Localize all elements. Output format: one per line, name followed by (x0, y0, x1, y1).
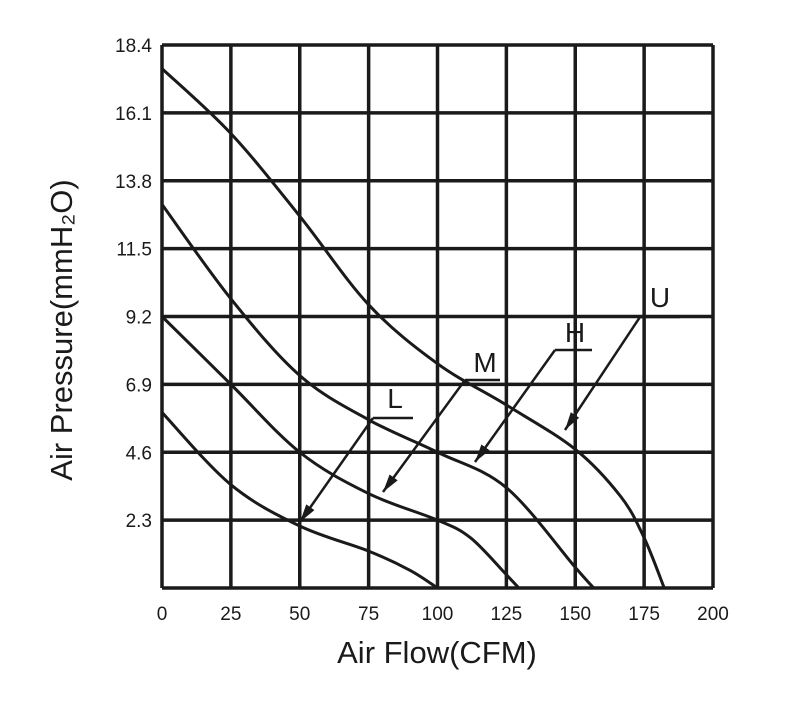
curves (160, 67, 666, 590)
y-tick-labels: 2.3 4.6 6.9 9.2 11.5 13.8 16.1 18.4 (115, 36, 152, 532)
x-tick-label: 175 (628, 604, 660, 625)
x-axis-label: Air Flow(CFM) (337, 635, 537, 670)
curve-label-h: H (565, 317, 585, 348)
y-tick-label: 16.1 (115, 104, 152, 125)
arrowhead-icon (383, 474, 398, 492)
curve-label-u: U (650, 282, 670, 313)
y-tick-label: 11.5 (116, 240, 152, 261)
x-tick-label: 75 (358, 604, 379, 625)
y-tick-label: 18.4 (115, 36, 152, 57)
annotation-leader-m (381, 379, 467, 493)
y-tick-label: 9.2 (126, 308, 152, 329)
annotation-leader-u (563, 316, 642, 431)
y-tick-label: 4.6 (126, 443, 152, 464)
curve-m (160, 315, 520, 590)
x-tick-label: 0 (157, 604, 168, 625)
y-tick-label: 6.9 (126, 375, 152, 396)
curve-annotations: U H M L (298, 282, 680, 523)
arrowhead-icon (565, 412, 580, 430)
x-tick-label: 200 (697, 604, 729, 625)
y-tick-label: 13.8 (115, 172, 152, 193)
x-tick-label: 125 (491, 604, 523, 625)
curve-label-l: L (387, 383, 403, 414)
x-tick-label: 100 (422, 604, 454, 625)
grid (160, 43, 715, 590)
y-axis-label: Air Pressure(mmH₂O) (44, 179, 79, 480)
x-tick-label: 150 (559, 604, 591, 625)
curve-u (160, 67, 666, 589)
curve-label-m: M (473, 347, 496, 378)
x-tick-label: 50 (289, 604, 310, 625)
y-tick-label: 2.3 (126, 511, 152, 532)
annotation-leader-h (473, 349, 557, 463)
arrowhead-icon (475, 444, 490, 462)
curve-h (160, 203, 595, 589)
annotation-leader-l (298, 417, 375, 523)
arrowhead-icon (300, 504, 315, 522)
curve-l (160, 411, 439, 590)
x-tick-labels: 0 25 50 75 100 125 150 175 200 (157, 604, 729, 625)
x-tick-label: 25 (220, 604, 241, 625)
